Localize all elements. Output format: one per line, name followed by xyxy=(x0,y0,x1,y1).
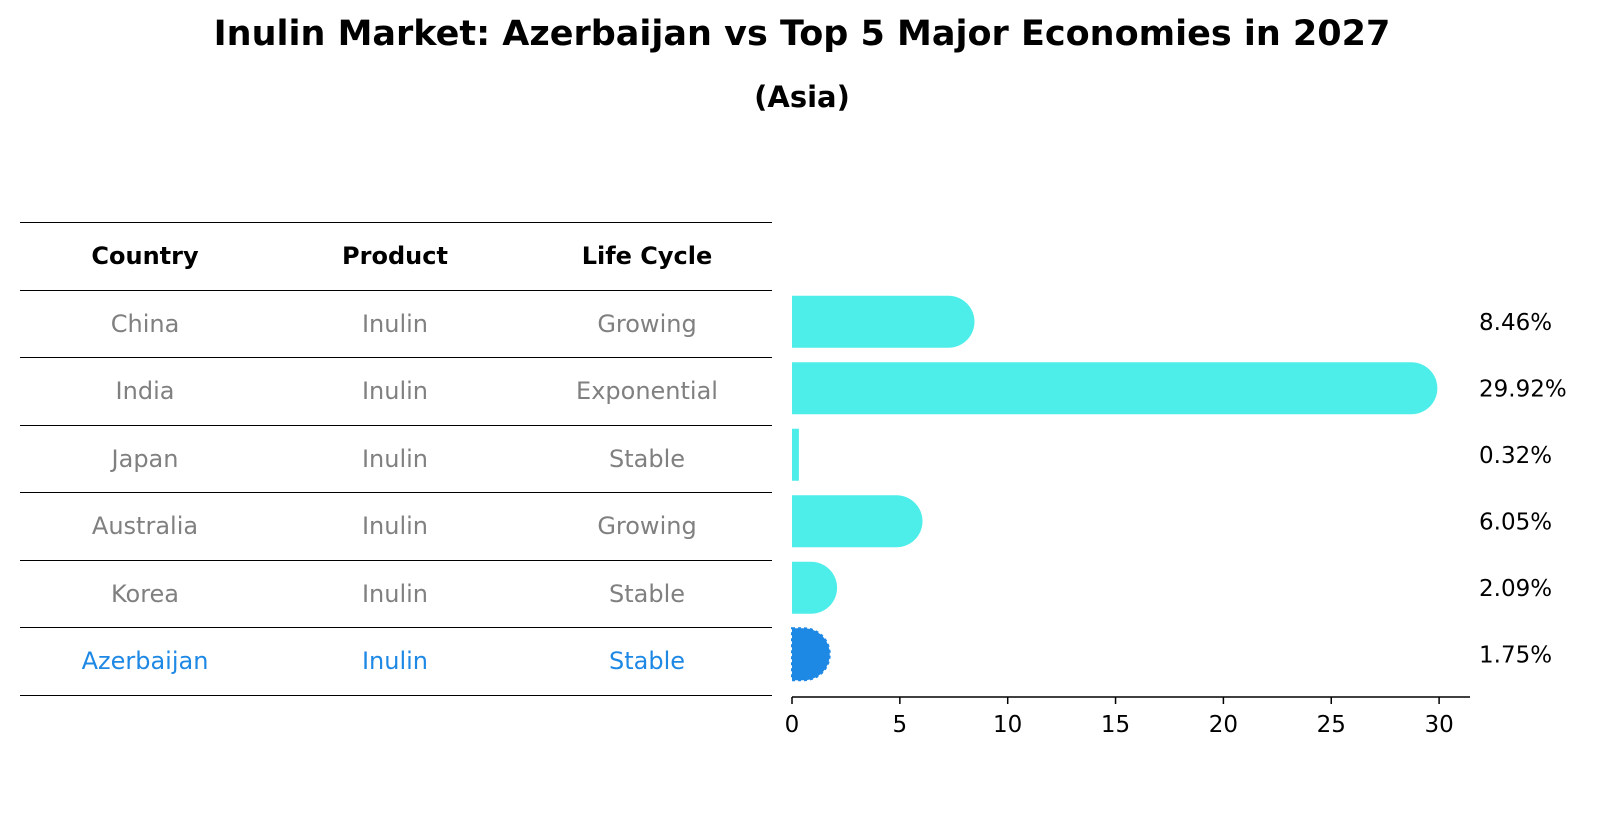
bar-japan xyxy=(792,428,799,481)
bar-korea xyxy=(792,561,838,614)
value-label: 6.05% xyxy=(1479,509,1552,535)
product-cell: Inulin xyxy=(361,377,429,405)
life-cycle-cell: Stable xyxy=(608,647,686,675)
bar-australia xyxy=(792,495,923,548)
x-tick-label: 30 xyxy=(1424,712,1453,738)
product-cell: Inulin xyxy=(361,579,429,608)
value-label: 8.46% xyxy=(1479,310,1552,336)
product-cell: Inulin xyxy=(361,512,429,540)
table-row: Australia Inulin Growing xyxy=(20,492,772,560)
header-life-cycle: Life Cycle xyxy=(581,242,713,270)
product-cell: Inulin xyxy=(361,309,429,338)
x-tick-label: 10 xyxy=(993,712,1022,738)
life-cycle-cell: Growing xyxy=(597,309,697,338)
value-label: 2.09% xyxy=(1479,576,1552,602)
bar-azerbaijan xyxy=(791,627,831,682)
table-row: China Inulin Growing xyxy=(20,289,772,358)
value-label: 0.32% xyxy=(1479,443,1552,469)
product-cell: Inulin xyxy=(361,647,429,675)
x-tick-label: 20 xyxy=(1209,712,1238,738)
country-cell: India xyxy=(115,377,175,405)
country-cell: China xyxy=(110,309,180,338)
table-header-row: Country Product Life Cycle xyxy=(20,222,772,290)
bar-china xyxy=(792,295,975,348)
x-tick-label: 0 xyxy=(785,712,800,738)
bar-india xyxy=(792,362,1438,415)
country-cell: Korea xyxy=(110,579,180,608)
country-cell: Japan xyxy=(111,444,179,473)
chart-title: Inulin Market: Azerbaijan vs Top 5 Major… xyxy=(213,14,1391,54)
chart-subtitle: (Asia) xyxy=(754,80,850,114)
table-row: Japan Inulin Stable xyxy=(20,424,772,493)
header-country: Country xyxy=(91,242,199,270)
country-cell: Australia xyxy=(91,512,199,540)
table-row: Korea Inulin Stable xyxy=(20,559,772,628)
table-row: India Inulin Exponential xyxy=(20,357,772,425)
value-label: 1.75% xyxy=(1479,642,1552,668)
country-cell: Azerbaijan xyxy=(81,647,209,675)
value-label: 29.92% xyxy=(1479,376,1567,402)
x-tick-label: 5 xyxy=(893,712,908,738)
life-cycle-cell: Exponential xyxy=(576,377,718,405)
life-cycle-cell: Growing xyxy=(597,512,697,540)
life-cycle-cell: Stable xyxy=(608,444,686,473)
product-cell: Inulin xyxy=(361,444,429,473)
data-table: Country Product Life Cycle China Inulin … xyxy=(20,222,772,696)
header-product: Product xyxy=(342,242,448,270)
life-cycle-cell: Stable xyxy=(608,579,686,608)
x-tick-label: 15 xyxy=(1101,712,1130,738)
x-tick-label: 25 xyxy=(1317,712,1346,738)
table-row-highlight: Azerbaijan Inulin Stable xyxy=(20,627,772,696)
